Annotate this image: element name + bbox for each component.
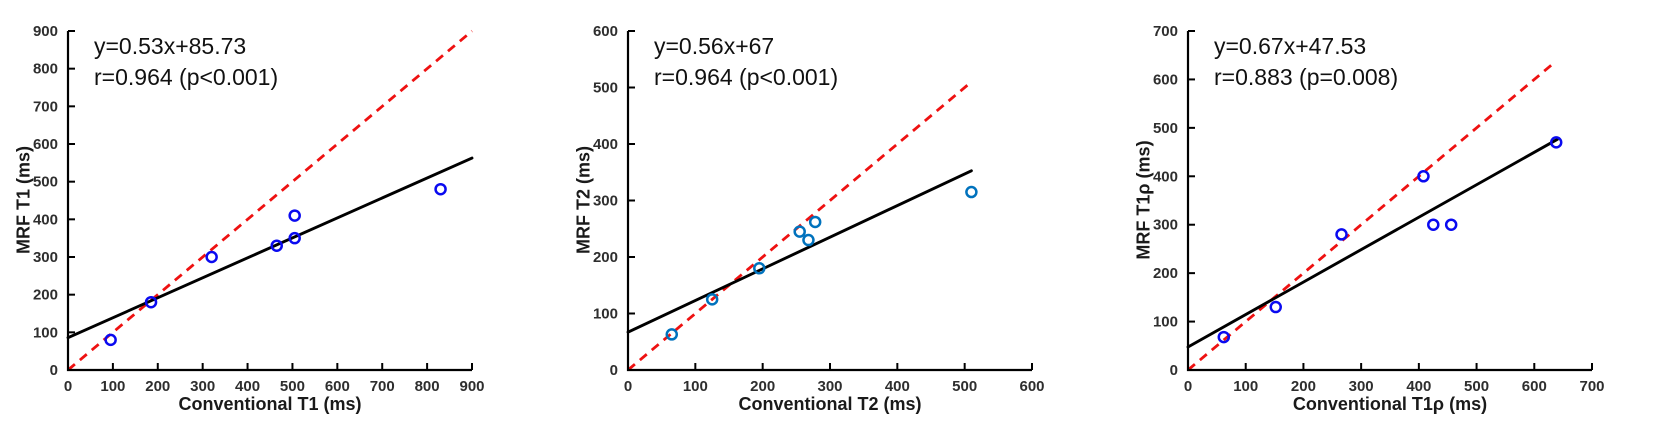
identity-line <box>1187 60 1557 372</box>
data-point-marker <box>665 328 679 341</box>
x-axis-label: Conventional T1 (ms) <box>178 394 362 414</box>
data-point-marker <box>1427 218 1440 231</box>
x-tick-label: 100 <box>683 378 708 395</box>
data-point-marker <box>288 231 301 245</box>
data-point-marker <box>1417 170 1430 183</box>
data-point-marker <box>104 333 117 347</box>
y-tick-label: 200 <box>593 249 618 266</box>
y-tick-label: 200 <box>33 287 58 304</box>
data-point-marker <box>753 262 766 275</box>
y-tick-label: 900 <box>33 23 58 40</box>
regression-annotation-t1rho: y=0.67x+47.53 r=0.883 (p=0.008) <box>1214 31 1398 93</box>
x-tick-label: 0 <box>624 378 632 395</box>
data-point-marker <box>1549 136 1563 149</box>
y-tick-label: 500 <box>1153 120 1178 137</box>
y-tick-label: 800 <box>33 61 58 78</box>
regression-annotation-t2: y=0.56x+67 r=0.964 (p<0.001) <box>654 31 838 93</box>
data-point-marker <box>1335 228 1348 241</box>
y-tick-label: 600 <box>1153 71 1178 88</box>
y-tick-label: 100 <box>33 324 58 341</box>
y-axis-label: MRF T2 (ms) <box>573 146 594 254</box>
data-point-marker <box>270 239 283 252</box>
data-point-marker <box>802 233 815 247</box>
data-point-marker <box>793 225 806 238</box>
x-tick-label: 500 <box>1464 378 1489 395</box>
regression-line <box>626 169 973 334</box>
data-point-marker <box>1269 300 1282 314</box>
data-point-marker <box>965 185 978 199</box>
y-tick-label: 300 <box>33 249 58 266</box>
x-tick-label: 0 <box>1184 378 1192 395</box>
plot-area-t1: 0 100 200 300 400 500 600 700 800 900 0 100 200 300 40… <box>33 23 485 395</box>
y-tick-label: 400 <box>1153 168 1178 185</box>
correlation-text: r=0.964 (p<0.001) <box>654 64 839 90</box>
x-tick-label: 400 <box>1406 378 1431 395</box>
x-tick-label: 200 <box>1291 378 1316 395</box>
y-axis-label: MRF T1 (ms) <box>13 146 34 254</box>
y-tick-label: 400 <box>33 211 58 228</box>
y-tick-label: 100 <box>593 306 618 323</box>
y-tick-label: 100 <box>1153 314 1178 331</box>
y-tick-label: 300 <box>1153 217 1178 234</box>
x-tick-label: 500 <box>280 378 305 395</box>
x-tick-label: 600 <box>1019 378 1044 395</box>
data-point-marker <box>144 295 158 309</box>
y-tick-label: 700 <box>33 98 58 115</box>
y-tick-label: 500 <box>593 80 618 97</box>
equation-text: y=0.53x+85.73 <box>94 33 247 59</box>
data-point-marker <box>1444 218 1458 231</box>
x-tick-label: 500 <box>952 378 977 395</box>
x-tick-label: 0 <box>64 378 72 395</box>
x-tick-label: 600 <box>1522 378 1547 395</box>
x-tick-label: 300 <box>1349 378 1374 395</box>
y-tick-label: 0 <box>50 362 58 379</box>
regression-annotation-t1: y=0.53x+85.73 r=0.964 (p<0.001) <box>94 31 278 93</box>
x-tick-label: 900 <box>459 378 484 395</box>
correlation-text: r=0.964 (p<0.001) <box>94 64 279 90</box>
scatter-chart-t1rho: y=0.67x+47.53 r=0.883 (p=0.008) MRF T1ρ … <box>1120 0 1680 440</box>
x-tick-label: 800 <box>415 378 440 395</box>
data-point-marker <box>808 215 822 229</box>
x-tick-label: 600 <box>325 378 350 395</box>
scatter-chart-t2: y=0.56x+67 r=0.964 (p<0.001) MRF T2 (ms)… <box>560 0 1120 440</box>
y-tick-label: 200 <box>1153 265 1178 282</box>
equation-text: y=0.56x+67 <box>654 33 775 59</box>
y-tick-label: 600 <box>593 23 618 40</box>
plot-area-t1rho: 0 100 200 300 400 500 600 700 0 100 200 300 400 500 60… <box>1153 23 1605 395</box>
x-tick-label: 400 <box>235 378 260 395</box>
plot-area-t2: 0 100 200 300 400 500 600 0 100 200 300 400 500 600 <box>593 23 1045 395</box>
y-tick-label: 300 <box>593 193 618 210</box>
x-tick-label: 200 <box>750 378 775 395</box>
x-tick-label: 100 <box>1233 378 1258 395</box>
x-tick-label: 300 <box>190 378 215 395</box>
identity-line <box>67 29 473 372</box>
y-tick-label: 700 <box>1153 23 1178 40</box>
y-tick-label: 400 <box>593 136 618 153</box>
x-tick-label: 700 <box>370 378 395 395</box>
y-tick-label: 0 <box>610 362 618 379</box>
correlation-text: r=0.883 (p=0.008) <box>1214 64 1399 90</box>
x-tick-label: 300 <box>817 378 842 395</box>
x-tick-label: 400 <box>885 378 910 395</box>
x-axis-label: Conventional T2 (ms) <box>738 394 922 414</box>
scatter-chart-t1: y=0.53x+85.73 r=0.964 (p<0.001) MRF T1 (… <box>0 0 560 440</box>
x-tick-label: 700 <box>1579 378 1604 395</box>
regression-line <box>1186 137 1559 349</box>
data-point-marker <box>1217 330 1231 344</box>
x-tick-label: 200 <box>145 378 170 395</box>
y-tick-label: 500 <box>33 174 58 191</box>
data-point-marker <box>434 182 447 196</box>
data-point-marker <box>288 209 301 222</box>
regression-line <box>66 156 474 340</box>
data-point-marker <box>705 293 719 306</box>
y-axis-label: MRF T1ρ (ms) <box>1133 140 1154 260</box>
y-tick-label: 0 <box>1170 362 1178 379</box>
x-axis-label: Conventional T1ρ (ms) <box>1292 394 1488 414</box>
data-point-marker <box>205 250 218 264</box>
y-tick-label: 600 <box>33 136 58 153</box>
x-tick-label: 100 <box>100 378 125 395</box>
equation-text: y=0.67x+47.53 <box>1214 33 1367 59</box>
